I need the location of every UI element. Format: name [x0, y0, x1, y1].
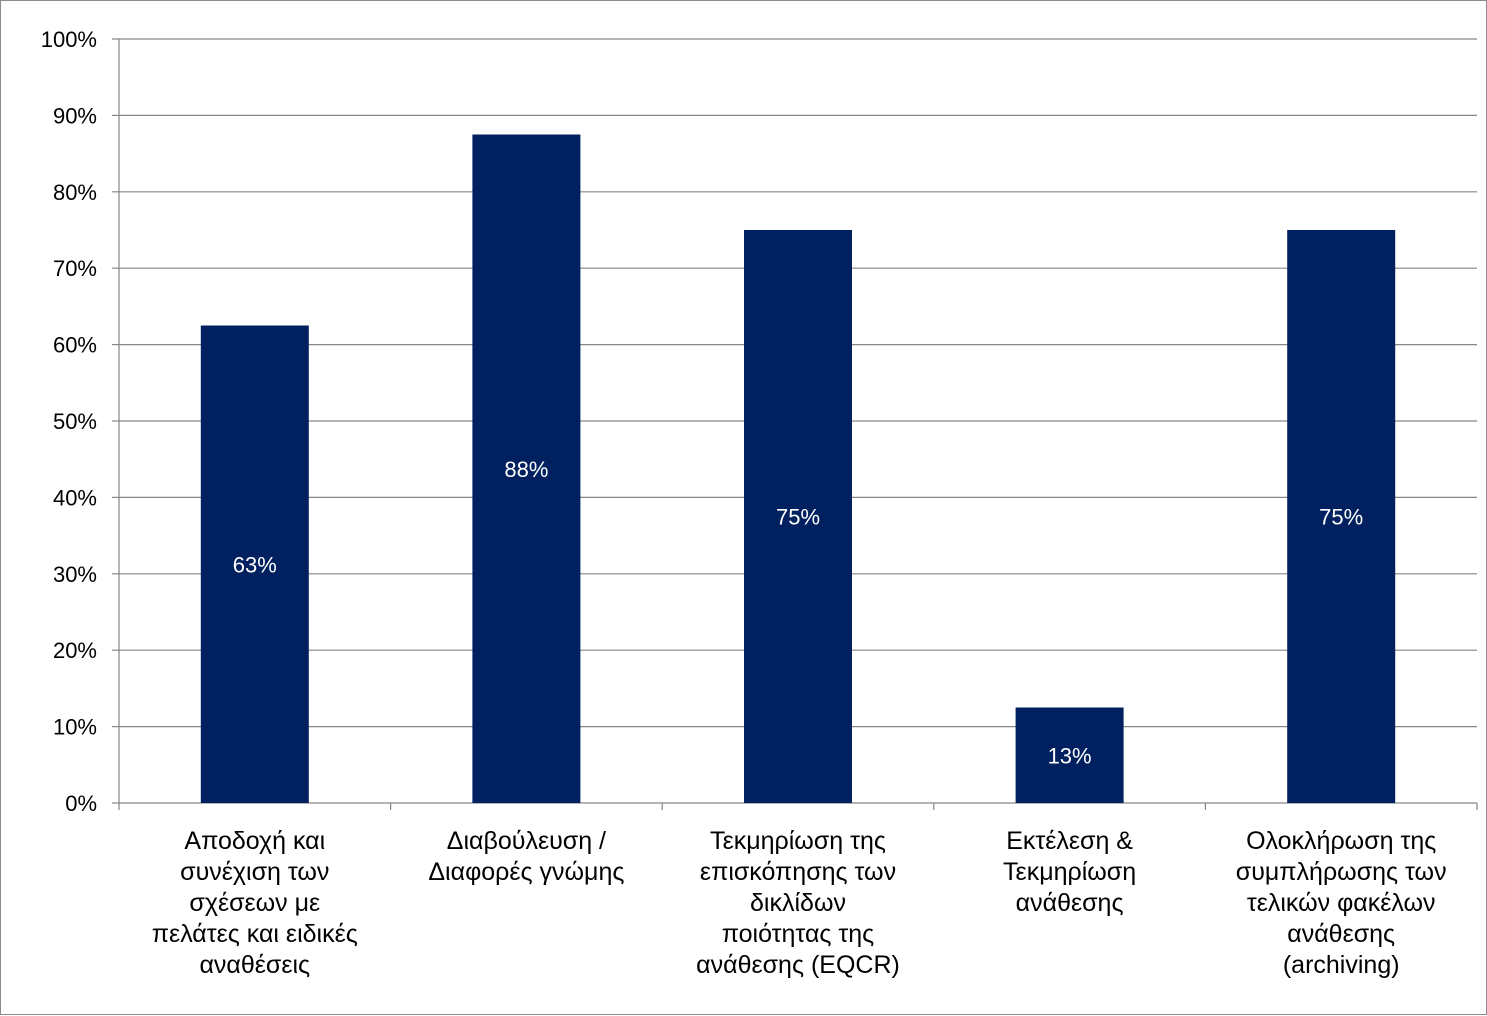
y-tick-label: 80%: [53, 180, 97, 205]
y-tick-label: 70%: [53, 256, 97, 281]
bar: [200, 325, 309, 803]
x-category-label-line: πελάτες και ειδικές: [152, 920, 358, 948]
x-category-label-line: Ολοκλήρωση της: [1246, 827, 1436, 855]
x-category-label: Διαβούλευση / Διαφορές γνώμης: [428, 827, 624, 886]
x-category-label-line: Εκτέλεση &: [1006, 827, 1133, 855]
y-tick-label: 30%: [53, 562, 97, 587]
bar: [1015, 707, 1124, 803]
x-category-label-line: ανάθεσης: [1287, 920, 1395, 948]
x-category-label-line: (archiving): [1283, 951, 1400, 979]
x-category-label-line: Διαβούλευση /: [447, 827, 606, 855]
x-category-label: Τεκμηρίωση της επισκόπησης των δικλίδων ποι…: [696, 827, 900, 979]
y-tick-label: 20%: [53, 638, 97, 663]
x-category-label-line: τελικών φακέλων: [1247, 889, 1436, 917]
y-tick-label: 40%: [53, 485, 97, 510]
x-category-label-line: ανάθεσης: [1016, 889, 1124, 917]
x-category-label-line: Διαφορές γνώμης: [428, 858, 624, 886]
y-tick-label: 100%: [41, 27, 97, 52]
x-category-label-line: αναθέσεις: [199, 951, 310, 979]
data-label: 75%: [776, 505, 820, 530]
y-tick-label: 50%: [53, 409, 97, 434]
data-label: 75%: [1319, 505, 1363, 530]
bar: [472, 134, 581, 803]
x-category-label-line: ποιότητας της: [722, 920, 874, 948]
y-tick-label: 0%: [65, 791, 97, 816]
y-tick-label: 60%: [53, 333, 97, 358]
y-tick-label: 90%: [53, 103, 97, 128]
x-category-label: Εκτέλεση & Τεκμηρίωση ανάθεσης: [1003, 827, 1136, 917]
data-label: 88%: [504, 457, 548, 482]
x-category-label-line: Τεκμηρίωση της: [710, 827, 886, 855]
x-category-label-line: επισκόπησης των: [700, 858, 896, 886]
x-category-label-line: συμπλήρωσης των: [1236, 858, 1447, 886]
x-category-label-line: συνέχιση των: [180, 858, 329, 886]
data-label: 63%: [233, 552, 277, 577]
x-category-label-line: δικλίδων: [750, 889, 846, 917]
x-category-label: Ολοκλήρωση της συμπλήρωσης των τελικών φακ…: [1236, 827, 1447, 979]
data-label: 13%: [1048, 743, 1092, 768]
x-category-label-line: σχέσεων με: [189, 889, 320, 917]
x-category-label-line: Τεκμηρίωση: [1003, 858, 1136, 886]
bar: [1287, 230, 1396, 803]
x-category-label: Αποδοχή και συνέχιση των σχέσεων με πελάτες…: [152, 827, 358, 979]
y-tick-label: 10%: [53, 715, 97, 740]
x-category-label-line: Αποδοχή και: [184, 827, 325, 855]
x-category-label-line: ανάθεσης (EQCR): [696, 951, 900, 979]
bar: [744, 230, 852, 803]
